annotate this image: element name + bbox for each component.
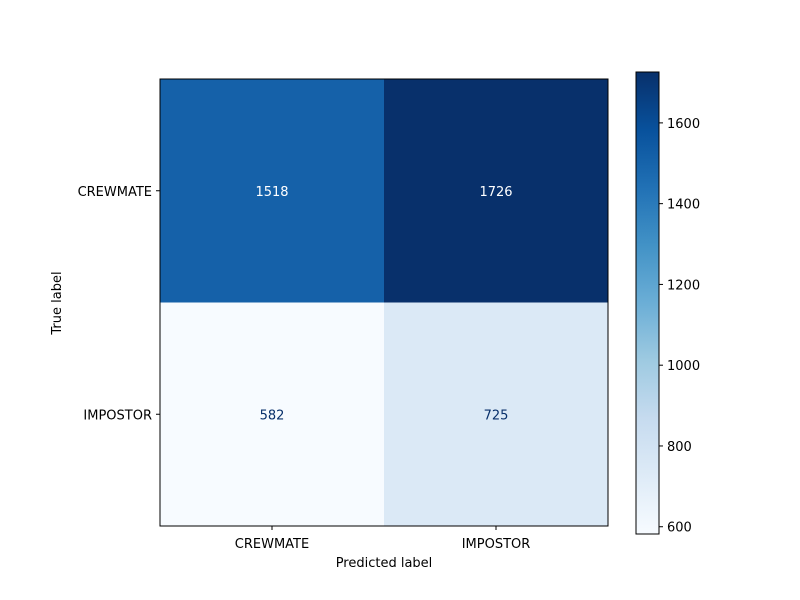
x-tick-label: IMPOSTOR <box>462 537 531 552</box>
x-axis-label: Predicted label <box>336 556 433 571</box>
cell-value-label: 582 <box>260 408 285 423</box>
y-axis-ticks: CREWMATE IMPOSTOR <box>78 185 160 423</box>
cell-value-label: 725 <box>484 408 509 423</box>
y-tick-label: CREWMATE <box>78 185 152 200</box>
cell-value-label: 1726 <box>479 185 512 200</box>
colorbar-tick-label: 1000 <box>667 359 700 374</box>
heatmap-cell <box>384 302 608 526</box>
colorbar-tick-label: 1200 <box>667 278 700 293</box>
y-tick-label: IMPOSTOR <box>83 408 152 423</box>
cell-value-label: 1518 <box>255 185 288 200</box>
heatmap-cells: 1518 1726 582 725 <box>160 79 608 526</box>
x-tick-label: CREWMATE <box>235 537 309 552</box>
heatmap-cell <box>160 79 384 303</box>
x-axis-ticks: CREWMATE IMPOSTOR <box>235 526 531 552</box>
colorbar-tick-label: 800 <box>667 440 692 455</box>
colorbar-ticks: 600 800 1000 1200 1400 1600 <box>659 117 700 536</box>
colorbar-tick-label: 600 <box>667 521 692 536</box>
colorbar <box>635 71 660 535</box>
colorbar-tick-label: 1600 <box>667 117 700 132</box>
heatmap-cell <box>160 302 384 526</box>
colorbar-tick-label: 1400 <box>667 198 700 213</box>
heatmap-cell <box>384 79 608 303</box>
plot-frame <box>159 78 609 527</box>
y-axis-label: True label <box>50 271 65 335</box>
